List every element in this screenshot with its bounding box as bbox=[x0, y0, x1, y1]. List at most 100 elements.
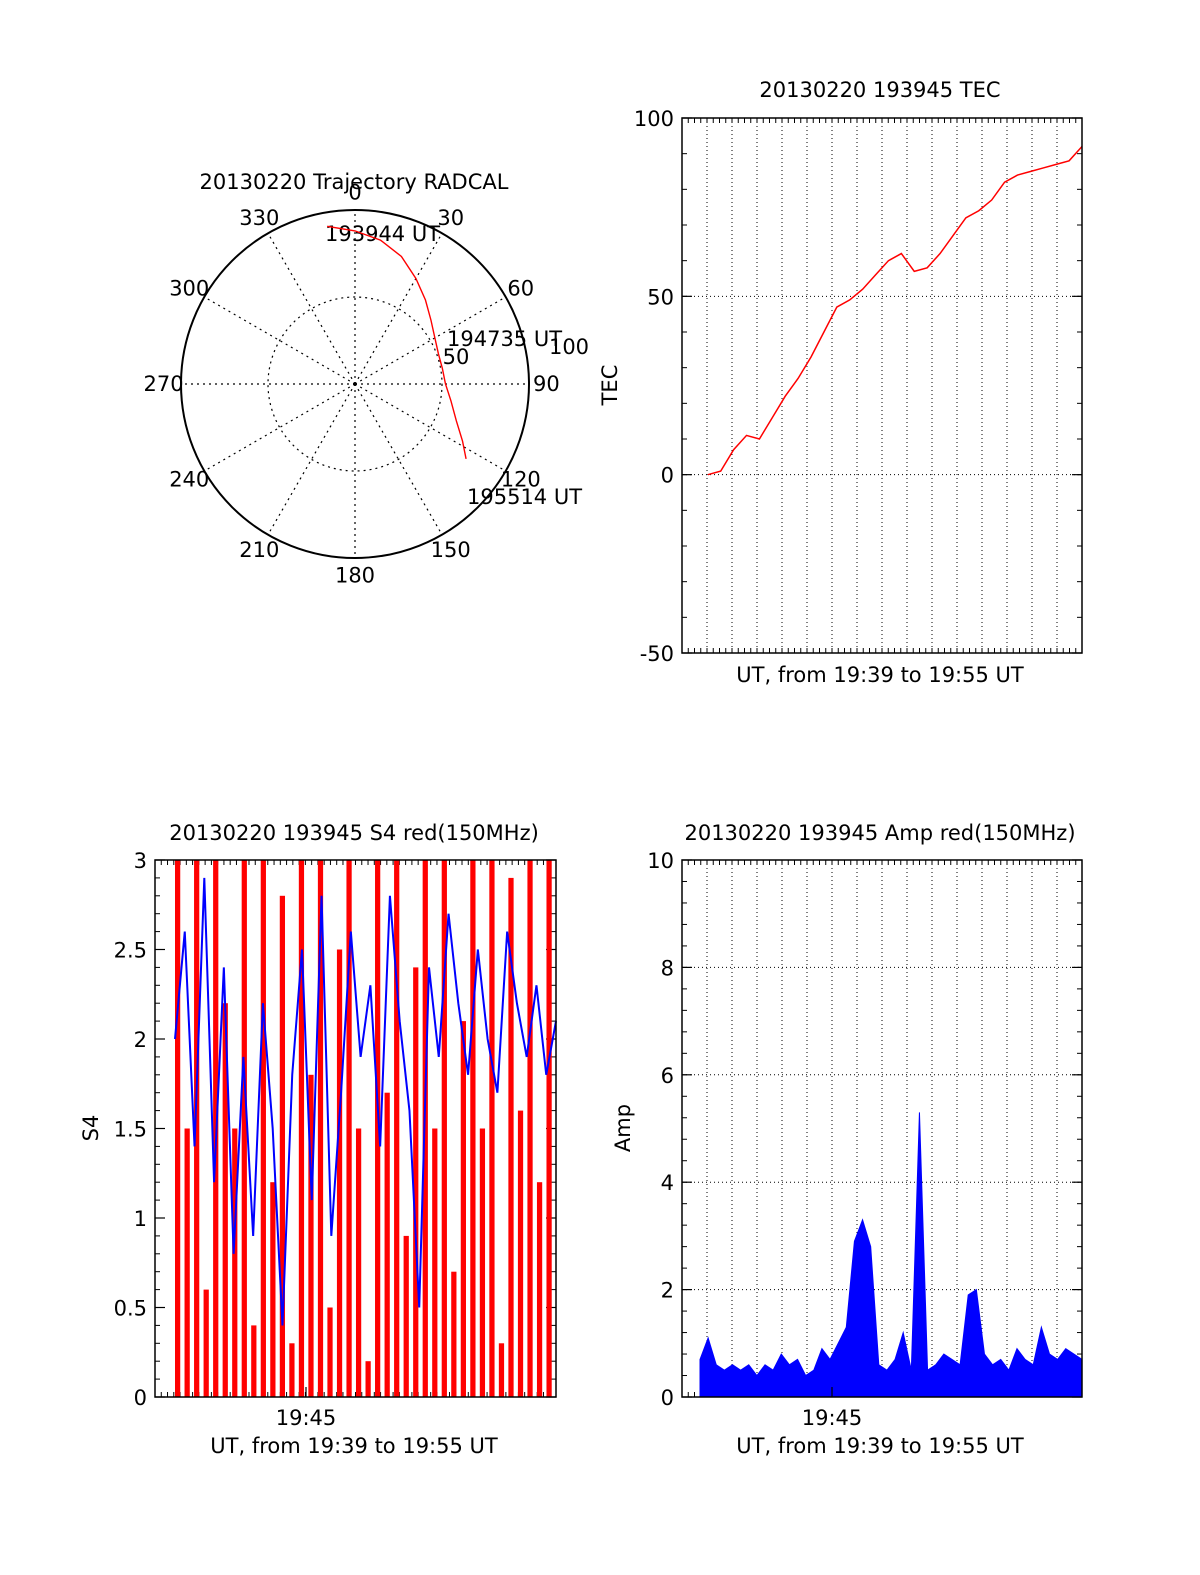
amp-ytick-label: 8 bbox=[661, 956, 674, 980]
s4-red-bar bbox=[346, 860, 352, 1397]
s4-title: 20130220 193945 S4 red(150MHz) bbox=[169, 821, 539, 845]
s4-red-bar bbox=[413, 967, 419, 1397]
s4-red-bar bbox=[289, 1343, 295, 1397]
s4-red-bar bbox=[498, 1343, 505, 1397]
polar-annotation-mid: 194735 UT bbox=[447, 327, 562, 351]
s4-ytick-label: 2 bbox=[134, 1028, 147, 1052]
s4-red-bar bbox=[451, 1271, 457, 1397]
amp-ytick-label: 6 bbox=[661, 1064, 674, 1088]
s4-red-bar bbox=[194, 860, 200, 1397]
s4-red-bar bbox=[232, 1128, 238, 1397]
s4-red-bar bbox=[317, 860, 324, 1397]
s4-red-bar bbox=[336, 949, 343, 1397]
tec-series-line bbox=[707, 146, 1083, 476]
s4-red-bar bbox=[184, 1128, 190, 1397]
s4-red-bar bbox=[441, 860, 447, 1397]
s4-red-bar bbox=[536, 1182, 543, 1397]
tec-frame bbox=[681, 117, 1083, 654]
amp-ylabel: Amp bbox=[611, 1104, 635, 1152]
polar-radius-label: 100 bbox=[549, 335, 589, 359]
tec-ytick-label: 50 bbox=[647, 285, 674, 309]
tec-plot: -50 0 50 100 bbox=[634, 107, 1083, 666]
polar-spoke bbox=[354, 383, 443, 535]
polar-plot: 0 30 60 90 120 150 180 210 240 270 300 330 50 100 bbox=[144, 181, 589, 588]
s4-red-bar bbox=[222, 1003, 228, 1397]
polar-angle-label: 150 bbox=[431, 538, 471, 562]
s4-red-bar bbox=[298, 860, 305, 1397]
s4-red-bar bbox=[384, 1092, 390, 1397]
s4-ytick-label: 0.5 bbox=[114, 1297, 147, 1321]
amp-xlabel: UT, from 19:39 to 19:55 UT bbox=[736, 1434, 1024, 1458]
polar-spoke bbox=[204, 383, 356, 472]
polar-angle-label: 0 bbox=[348, 181, 361, 205]
s4-red-bar bbox=[508, 877, 514, 1397]
s4-red-bar bbox=[327, 1307, 333, 1397]
tec-ytick-label: 0 bbox=[661, 464, 674, 488]
amp-ytick-label: 0 bbox=[661, 1386, 674, 1410]
s4-red-bar bbox=[489, 860, 495, 1397]
polar-spoke bbox=[354, 233, 443, 385]
s4-red-bar bbox=[270, 1182, 276, 1397]
s4-ytick-label: 2.5 bbox=[114, 939, 147, 963]
polar-angle-label: 240 bbox=[169, 468, 209, 492]
s4-red-bar bbox=[460, 1021, 466, 1397]
polar-spoke bbox=[267, 383, 356, 535]
amp-xtick-label: 19:45 bbox=[802, 1406, 863, 1430]
s4-xtick-label: 19:45 bbox=[276, 1406, 337, 1430]
s4-ytick-label: 1 bbox=[134, 1207, 147, 1231]
amp-frame bbox=[681, 859, 1083, 1398]
s4-red-bar bbox=[241, 860, 247, 1397]
amp-ytick-label: 10 bbox=[647, 849, 674, 873]
s4-red-bar bbox=[517, 1110, 524, 1397]
polar-angle-label: 30 bbox=[437, 206, 464, 230]
s4-red-bar bbox=[375, 860, 381, 1397]
tec-ylabel: TEC bbox=[598, 365, 622, 407]
polar-angle-label: 300 bbox=[169, 276, 209, 300]
s4-ytick-label: 1.5 bbox=[114, 1118, 147, 1142]
amp-plot: 0 2 4 6 8 10 bbox=[647, 849, 1083, 1410]
s4-red-bar bbox=[479, 1128, 486, 1397]
s4-red-bar bbox=[394, 860, 400, 1397]
polar-trajectory-line bbox=[327, 225, 467, 460]
polar-spoke bbox=[204, 296, 356, 385]
s4-red-bar bbox=[203, 1289, 209, 1397]
s4-red-bar bbox=[470, 860, 476, 1397]
polar-outer-ring bbox=[180, 209, 530, 559]
polar-angle-label: 120 bbox=[501, 468, 541, 492]
amp-series-area bbox=[699, 1112, 1083, 1398]
amp-ytick-label: 4 bbox=[661, 1171, 674, 1195]
s4-red-bar bbox=[546, 860, 552, 1397]
s4-red-bar bbox=[432, 1128, 438, 1397]
s4-ylabel: S4 bbox=[79, 1115, 103, 1142]
amp-ytick-label: 2 bbox=[661, 1279, 674, 1303]
polar-inner-ring bbox=[267, 296, 443, 472]
s4-red-bar bbox=[527, 860, 533, 1397]
polar-title: 20130220 Trajectory RADCAL bbox=[200, 170, 509, 194]
polar-spoke bbox=[267, 233, 356, 385]
tec-ytick-label: 100 bbox=[634, 107, 674, 131]
polar-angle-label: 90 bbox=[533, 372, 560, 396]
tec-xlabel: UT, from 19:39 to 19:55 UT bbox=[736, 663, 1024, 687]
s4-red-bar bbox=[355, 1128, 362, 1397]
polar-angle-label: 180 bbox=[335, 563, 375, 587]
s4-red-bar bbox=[175, 860, 181, 1397]
tec-title: 20130220 193945 TEC bbox=[759, 78, 1000, 102]
s4-red-bar bbox=[308, 1074, 314, 1397]
s4-red-bar bbox=[403, 1235, 409, 1397]
amp-title: 20130220 193945 Amp red(150MHz) bbox=[684, 821, 1075, 845]
tec-ytick-label: -50 bbox=[640, 642, 674, 666]
s4-red-bar bbox=[260, 860, 266, 1397]
polar-angle-label: 210 bbox=[239, 538, 279, 562]
s4-blue-line bbox=[174, 877, 557, 1326]
s4-ytick-label: 0 bbox=[134, 1386, 147, 1410]
s4-red-bar bbox=[251, 1325, 257, 1397]
polar-spoke bbox=[354, 296, 506, 385]
s4-xlabel: UT, from 19:39 to 19:55 UT bbox=[210, 1434, 498, 1458]
s4-ytick-label: 3 bbox=[134, 849, 147, 873]
polar-radius-label: 50 bbox=[443, 345, 470, 369]
polar-angle-label: 330 bbox=[239, 206, 279, 230]
polar-angle-label: 270 bbox=[144, 372, 184, 396]
polar-spoke bbox=[354, 383, 506, 472]
s4-plot: 0 0.5 1 1.5 2 2.5 3 bbox=[114, 849, 557, 1410]
